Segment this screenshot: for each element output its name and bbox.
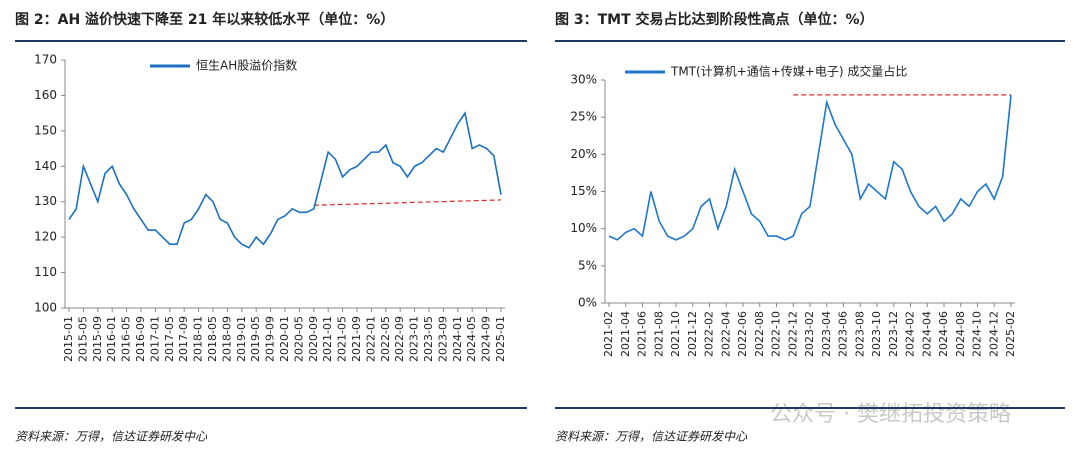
x-tick-label: 2025-01: [494, 316, 507, 362]
x-tick-label: 2021-04: [619, 311, 632, 357]
x-tick-label: 2022-08: [753, 311, 766, 357]
x-tick-label: 2022-10: [770, 311, 783, 357]
x-tick-label: 2015-09: [91, 316, 104, 362]
x-tick-label: 2017-05: [163, 316, 176, 362]
y-tick-label: 110: [34, 265, 57, 279]
legend-label: TMT(计算机+通信+传媒+电子) 成交量占比: [670, 64, 907, 79]
x-tick-label: 2020-05: [292, 316, 305, 362]
y-tick-label: 150: [34, 123, 57, 137]
x-tick-label: 2022-12: [786, 311, 799, 357]
x-tick-label: 2024-08: [954, 311, 967, 357]
line: [608, 94, 1012, 241]
y-tick-label: 20%: [570, 147, 597, 161]
x-tick-label: 2018-05: [206, 316, 219, 362]
x-tick-label: 2024-01: [451, 316, 464, 362]
y-tick-label: 130: [34, 194, 57, 208]
x-tick-label: 2019-05: [249, 316, 262, 362]
chart-title: 图 2：AH 溢价快速下降至 21 年以来较低水平（单位：%）: [15, 11, 394, 28]
x-tick-label: 2018-09: [220, 316, 233, 362]
x-tick-label: 2023-10: [870, 311, 883, 357]
x-tick-label: 2022-04: [719, 311, 732, 357]
x-tick-label: 2015-01: [62, 316, 75, 362]
x-tick-label: 2021-10: [669, 311, 682, 357]
source: 资料来源：万得，信达证券研发中心: [555, 430, 748, 444]
reference-line: [313, 199, 502, 206]
x-tick-label: 2024-10: [971, 311, 984, 357]
y-tick-label: 0%: [578, 296, 597, 310]
x-tick-label: 2021-06: [636, 311, 649, 357]
x-tick-label: 2020-01: [278, 316, 291, 362]
x-tick-label: 2023-12: [887, 311, 900, 357]
y-tick-label: 30%: [570, 73, 597, 87]
source: 资料来源：万得，信达证券研发中心: [15, 430, 208, 444]
x-tick-label: 2024-09: [480, 316, 493, 362]
y-tick-label: 100: [34, 301, 57, 315]
x-tick-label: 2018-01: [192, 316, 205, 362]
x-tick-label: 2021-09: [350, 316, 363, 362]
x-tick-label: 2023-01: [408, 316, 421, 362]
x-tick-label: 2020-09: [307, 316, 320, 362]
x-tick-label: 2024-12: [987, 311, 1000, 357]
y-tick-label: 15%: [570, 184, 597, 198]
x-tick-label: 2016-09: [134, 316, 147, 362]
x-tick-label: 2017-01: [148, 316, 161, 362]
x-tick-label: 2023-08: [853, 311, 866, 357]
x-tick-label: 2021-12: [686, 311, 699, 357]
legend-label: 恒生AH股溢价指数: [196, 58, 297, 73]
x-tick-label: 2023-02: [803, 311, 816, 357]
y-tick-label: 170: [34, 53, 57, 67]
x-tick-label: 2022-06: [736, 311, 749, 357]
x-tick-label: 2022-01: [364, 316, 377, 362]
x-tick-label: 2021-05: [336, 316, 349, 362]
x-tick-label: 2021-08: [652, 311, 665, 357]
x-tick-label: 2024-06: [937, 311, 950, 357]
x-tick-label: 2024-05: [465, 316, 478, 362]
x-tick-label: 2021-01: [321, 316, 334, 362]
x-tick-label: 2024-02: [904, 311, 917, 357]
line: [68, 111, 502, 249]
y-tick-label: 5%: [578, 258, 597, 272]
chart-title: 图 3：TMT 交易占比达到阶段性高点（单位：%）: [555, 11, 874, 28]
x-tick-label: 2015-05: [76, 316, 89, 362]
x-tick-label: 2025-02: [1004, 311, 1017, 357]
x-tick-label: 2023-06: [837, 311, 850, 357]
y-tick-label: 140: [34, 159, 57, 173]
x-tick-label: 2022-09: [393, 316, 406, 362]
x-tick-label: 2016-01: [105, 316, 118, 362]
x-tick-label: 2021-02: [602, 311, 615, 357]
y-tick-label: 120: [34, 230, 57, 244]
x-tick-label: 2017-09: [177, 316, 190, 362]
x-tick-label: 2016-05: [120, 316, 133, 362]
x-tick-label: 2023-09: [436, 316, 449, 362]
x-tick-label: 2019-09: [264, 316, 277, 362]
x-tick-label: 2022-05: [379, 316, 392, 362]
y-tick-label: 10%: [570, 221, 597, 235]
x-tick-label: 2022-02: [703, 311, 716, 357]
watermark: 公众号 · 樊继拓投资策略: [770, 402, 1011, 427]
y-tick-label: 25%: [570, 110, 597, 124]
x-tick-label: 2024-04: [920, 311, 933, 357]
x-tick-label: 2019-01: [235, 316, 248, 362]
x-tick-label: 2023-04: [820, 311, 833, 357]
x-tick-label: 2023-05: [422, 316, 435, 362]
y-tick-label: 160: [34, 88, 57, 102]
